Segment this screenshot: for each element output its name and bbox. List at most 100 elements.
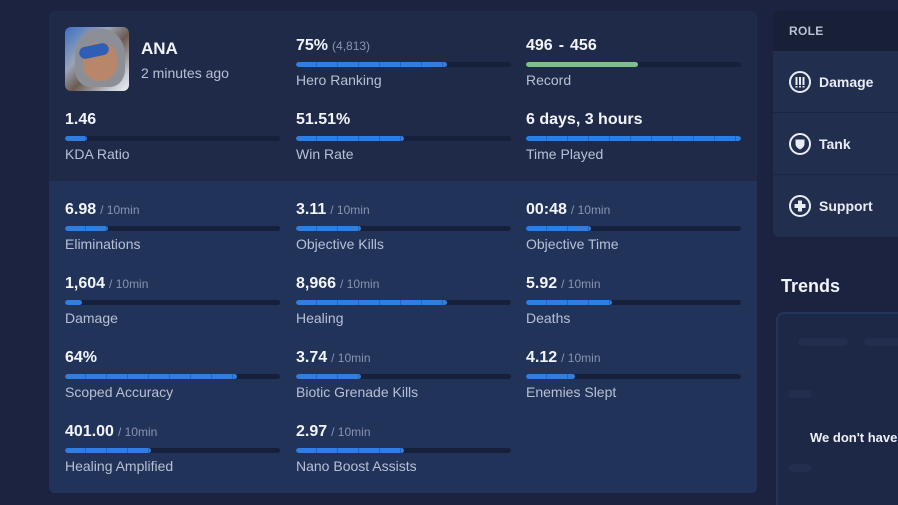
stat-value: 1.46 xyxy=(65,111,97,128)
progress-fill xyxy=(65,448,151,453)
progress-bar xyxy=(526,300,741,305)
stat-win-rate: 51.51% Win Rate xyxy=(296,111,511,162)
stat-sub: / 10min xyxy=(561,351,601,365)
stat-value: 3.74 xyxy=(296,349,328,366)
role-header: ROLE xyxy=(773,11,898,51)
progress-bar xyxy=(296,300,511,305)
progress-fill xyxy=(526,136,741,141)
stat-label: Nano Boost Assists xyxy=(296,458,417,474)
record-wins: 496 xyxy=(526,37,553,54)
progress-fill xyxy=(65,226,108,231)
stat-sub: / 10min xyxy=(331,351,371,365)
placeholder-line xyxy=(788,390,812,398)
role-label: Damage xyxy=(819,73,874,90)
stat-label: Hero Ranking xyxy=(296,72,382,88)
stat-value: 51.51% xyxy=(296,111,351,128)
stat-label: KDA Ratio xyxy=(65,146,130,162)
role-item-damage[interactable]: Damage xyxy=(773,51,898,113)
stat-value: 2.97 xyxy=(296,423,328,440)
trends-empty-message: We don't have xyxy=(810,430,898,445)
stat-value: 00:48 xyxy=(526,201,567,218)
record-losses: 456 xyxy=(570,37,597,54)
stat-sub: (4,813) xyxy=(332,39,371,53)
hero-stats-card: ANA 2 minutes ago 75% (4,813) Hero Ranki… xyxy=(49,11,757,493)
stat-label: Scoped Accuracy xyxy=(65,384,174,400)
stat-sub: / 10min xyxy=(340,277,380,291)
progress-bar xyxy=(296,226,511,231)
hero-detail-stats-section: 6.98/ 10min Eliminations 3.11/ 10min Obj… xyxy=(49,181,757,493)
progress-bar xyxy=(526,226,741,231)
stat-sub: / 10min xyxy=(109,277,149,291)
progress-fill xyxy=(296,226,361,231)
stat-value: 3.11 xyxy=(296,201,327,218)
trends-title: Trends xyxy=(781,276,841,296)
stat-sub: / 10min xyxy=(331,425,371,439)
stat-sub: / 10min xyxy=(561,277,601,291)
progress-bar xyxy=(526,374,741,379)
progress-bar xyxy=(526,136,741,141)
hero-avatar xyxy=(65,27,129,91)
support-role-icon xyxy=(789,195,811,217)
stat-label: Eliminations xyxy=(65,236,141,252)
progress-bar xyxy=(65,136,280,141)
role-item-support[interactable]: Support xyxy=(773,175,898,237)
role-label: Support xyxy=(819,198,873,214)
tank-role-icon xyxy=(789,132,811,155)
stat-label: Win Rate xyxy=(296,146,354,162)
progress-bar xyxy=(296,374,511,379)
stat-biotic-grenade-kills: 3.74/ 10min Biotic Grenade Kills xyxy=(296,349,511,400)
progress-fill xyxy=(296,300,447,305)
progress-fill xyxy=(526,226,591,231)
progress-fill xyxy=(296,136,404,141)
stat-value: 401.00 xyxy=(65,423,114,440)
stat-label: Biotic Grenade Kills xyxy=(296,384,419,400)
stat-damage: 1,604/ 10min Damage xyxy=(65,275,280,326)
progress-fill xyxy=(296,448,404,453)
hero-last-played: 2 minutes ago xyxy=(141,65,229,81)
stat-deaths: 5.92/ 10min Deaths xyxy=(526,275,741,326)
placeholder-line xyxy=(788,464,812,472)
stat-eliminations: 6.98/ 10min Eliminations xyxy=(65,201,280,252)
stat-value: 8,966 xyxy=(296,275,337,292)
damage-role-icon xyxy=(789,70,811,93)
stat-value: 75% xyxy=(296,37,329,54)
stat-record: 496 - 456 Record xyxy=(526,37,741,88)
placeholder-line xyxy=(864,338,898,346)
progress-bar xyxy=(296,62,511,67)
stat-kda-ratio: 1.46 KDA Ratio xyxy=(65,111,280,162)
stat-sub: / 10min xyxy=(570,203,611,217)
hero-summary-section: ANA 2 minutes ago 75% (4,813) Hero Ranki… xyxy=(49,11,757,181)
role-filter-panel: ROLE Damage Tank Support xyxy=(773,11,898,237)
role-item-tank[interactable]: Tank xyxy=(773,113,898,175)
placeholder-line xyxy=(798,338,848,346)
stat-label: Record xyxy=(526,72,572,88)
stat-value: 6 days, 3 hours xyxy=(526,111,643,128)
progress-fill xyxy=(526,62,638,67)
stat-label: Healing xyxy=(296,310,344,326)
stat-hero-ranking: 75% (4,813) Hero Ranking xyxy=(296,37,511,88)
stat-sub: / 10min xyxy=(117,425,158,439)
progress-bar xyxy=(65,448,280,453)
stat-healing: 8,966/ 10min Healing xyxy=(296,275,511,326)
record-dash: - xyxy=(558,37,565,54)
progress-bar xyxy=(65,226,280,231)
hero-name: ANA xyxy=(141,39,178,58)
stat-label: Damage xyxy=(65,310,118,326)
stat-enemies-slept: 4.12/ 10min Enemies Slept xyxy=(526,349,741,400)
progress-fill xyxy=(526,300,612,305)
stat-objective-kills: 3.11/ 10min Objective Kills xyxy=(296,201,511,252)
progress-bar xyxy=(296,448,511,453)
progress-fill xyxy=(296,374,361,379)
stat-label: Healing Amplified xyxy=(65,458,174,474)
progress-bar xyxy=(296,136,511,141)
progress-bar xyxy=(65,374,280,379)
stat-label: Objective Kills xyxy=(296,236,384,252)
stat-value: 4.12 xyxy=(526,349,558,366)
progress-fill xyxy=(65,136,87,141)
role-label: Tank xyxy=(819,135,851,152)
stat-sub: / 10min xyxy=(330,203,370,217)
stat-label: Objective Time xyxy=(526,236,619,252)
stat-scoped-accuracy: 64% Scoped Accuracy xyxy=(65,349,280,400)
stat-nano-boost-assists: 2.97/ 10min Nano Boost Assists xyxy=(296,423,511,474)
stat-value: 64% xyxy=(65,349,98,366)
